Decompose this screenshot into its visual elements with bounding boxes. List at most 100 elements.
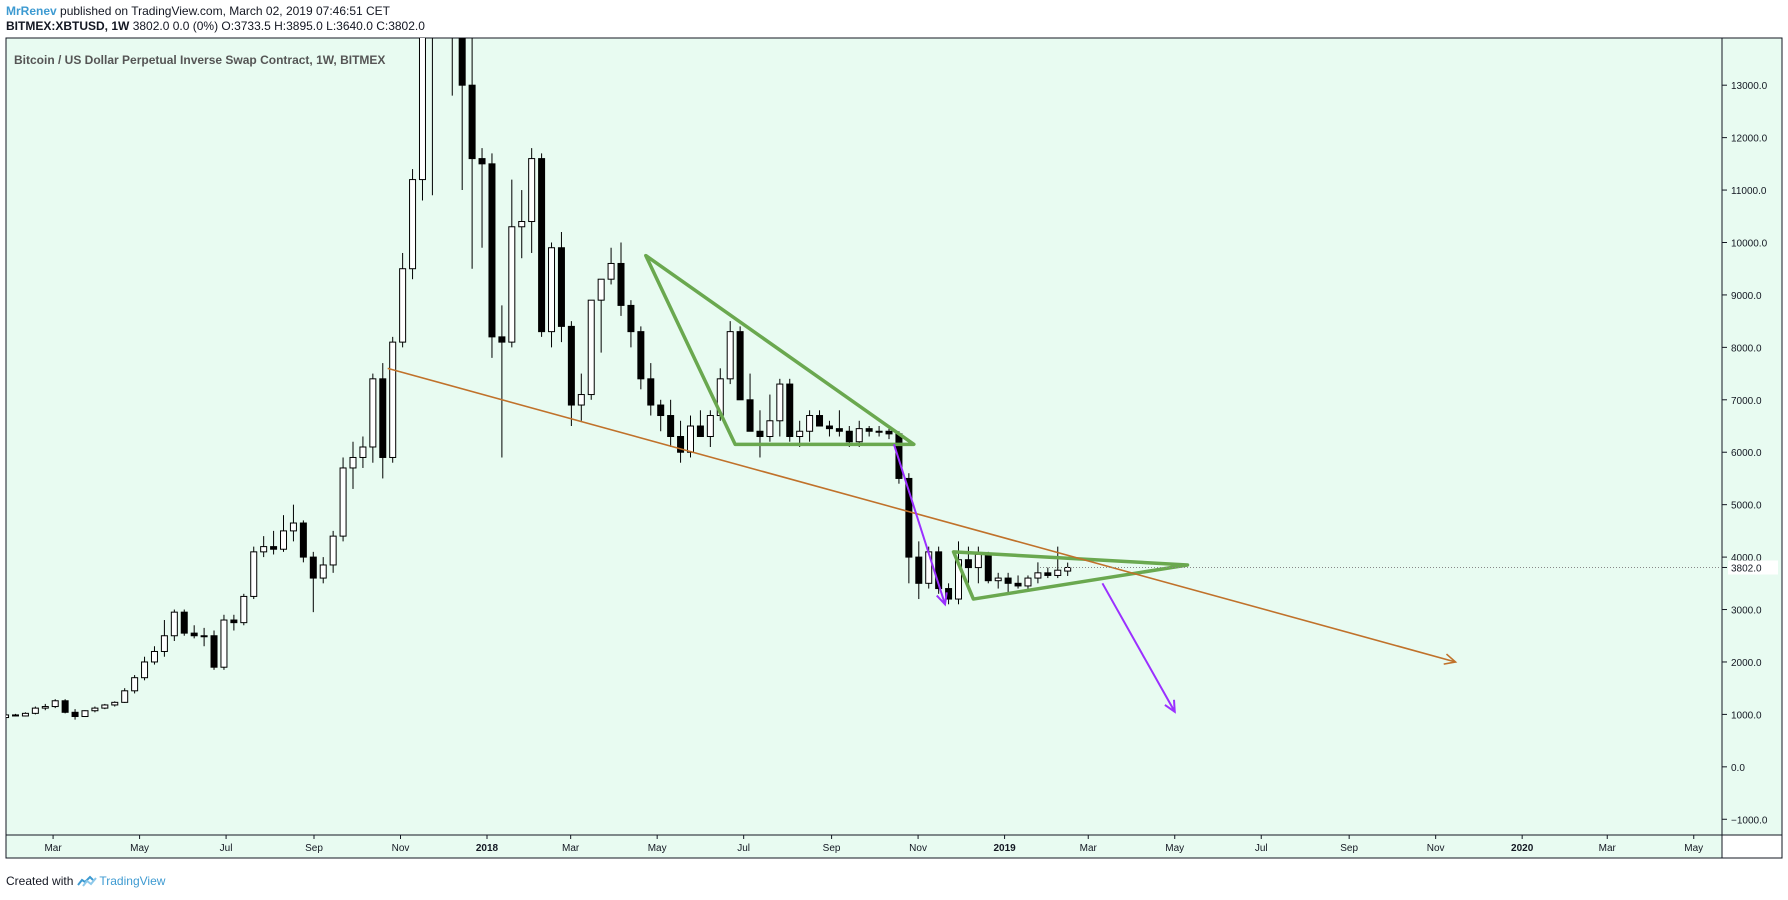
candle[interactable] [458, 0, 466, 191]
candle[interactable] [468, 28, 476, 269]
candle[interactable] [319, 557, 327, 584]
candle[interactable] [12, 713, 20, 717]
candle[interactable] [637, 326, 645, 390]
candle[interactable] [439, 0, 445, 33]
candle[interactable] [369, 373, 377, 463]
candle[interactable] [260, 536, 268, 558]
candle[interactable] [3, 714, 10, 719]
candle[interactable] [61, 699, 69, 714]
candle[interactable] [399, 252, 407, 348]
candle[interactable] [359, 436, 367, 468]
candle[interactable] [51, 699, 59, 709]
candle[interactable] [875, 426, 883, 437]
candle[interactable] [1044, 567, 1052, 579]
candle[interactable] [667, 399, 675, 447]
projection-arrow-1[interactable] [893, 444, 948, 607]
candle[interactable] [31, 706, 39, 715]
candle[interactable] [81, 710, 89, 718]
candle[interactable] [736, 326, 744, 401]
candle[interactable] [1004, 572, 1012, 594]
candle[interactable] [488, 153, 496, 358]
candle[interactable] [597, 278, 605, 353]
candle[interactable] [657, 399, 665, 432]
candle[interactable] [518, 190, 526, 259]
candle[interactable] [309, 551, 317, 613]
candle[interactable] [766, 394, 774, 442]
candle[interactable] [180, 609, 188, 636]
candle[interactable] [746, 373, 754, 432]
candle[interactable] [835, 410, 843, 437]
trendline-arrow[interactable] [387, 367, 1458, 665]
candle[interactable] [299, 520, 307, 563]
candle[interactable] [806, 410, 814, 442]
candle[interactable] [1024, 575, 1032, 592]
candle[interactable] [230, 614, 238, 631]
candle[interactable] [696, 410, 704, 437]
candle[interactable] [577, 373, 585, 421]
candle[interactable] [627, 300, 635, 348]
candle[interactable] [131, 675, 139, 694]
descending-triangle[interactable] [644, 253, 916, 447]
candle[interactable] [389, 336, 397, 463]
candle[interactable] [1014, 575, 1022, 589]
candle[interactable] [915, 541, 923, 600]
candle[interactable] [478, 148, 486, 248]
candle[interactable] [528, 148, 536, 253]
candle[interactable] [617, 242, 625, 316]
candle[interactable] [994, 572, 1002, 589]
candle[interactable] [150, 646, 158, 665]
candle[interactable] [200, 627, 208, 647]
candle[interactable] [418, 0, 426, 201]
candle[interactable] [101, 703, 109, 710]
candle[interactable] [170, 609, 178, 641]
candle[interactable] [339, 457, 347, 542]
candle[interactable] [210, 630, 218, 670]
candle[interactable] [538, 153, 546, 337]
tradingview-link[interactable]: TradingView [77, 874, 165, 888]
candle[interactable] [865, 426, 873, 437]
candle[interactable] [449, 0, 455, 96]
candle[interactable] [756, 410, 764, 458]
author-link[interactable]: MrRenev [6, 4, 57, 18]
candle[interactable] [250, 546, 258, 600]
candle[interactable] [111, 701, 119, 707]
candle[interactable] [329, 530, 337, 573]
candle[interactable] [21, 712, 29, 717]
candle[interactable] [379, 363, 387, 479]
candle[interactable] [816, 410, 824, 427]
symmetrical-triangle[interactable] [951, 550, 1190, 601]
candle[interactable] [786, 378, 794, 442]
candle[interactable] [349, 441, 357, 489]
candle[interactable] [240, 593, 248, 626]
candle[interactable] [498, 305, 506, 458]
candle[interactable] [41, 703, 49, 711]
candle[interactable] [289, 504, 297, 542]
candle[interactable] [508, 179, 516, 348]
candle[interactable] [190, 625, 198, 639]
candle[interactable] [1034, 562, 1042, 584]
candle[interactable] [984, 551, 992, 584]
candle[interactable] [270, 530, 278, 555]
candle[interactable] [587, 299, 595, 400]
candle[interactable] [677, 420, 685, 463]
candle[interactable] [220, 614, 228, 670]
candle[interactable] [280, 515, 288, 552]
candle[interactable] [409, 169, 417, 280]
candle[interactable] [141, 656, 149, 681]
candle[interactable] [726, 321, 734, 385]
candle[interactable] [71, 709, 79, 720]
candle[interactable] [429, 0, 435, 196]
candle[interactable] [121, 688, 129, 703]
candle[interactable] [160, 620, 168, 657]
candle[interactable] [91, 706, 99, 713]
candle[interactable] [607, 247, 615, 285]
candle[interactable] [825, 420, 833, 437]
candle[interactable] [706, 410, 714, 447]
candle[interactable] [776, 378, 784, 437]
candle[interactable] [557, 232, 565, 343]
candle[interactable] [647, 363, 655, 416]
projection-arrow-2[interactable] [1101, 582, 1176, 714]
candle[interactable] [885, 428, 893, 440]
candle[interactable] [548, 242, 556, 348]
